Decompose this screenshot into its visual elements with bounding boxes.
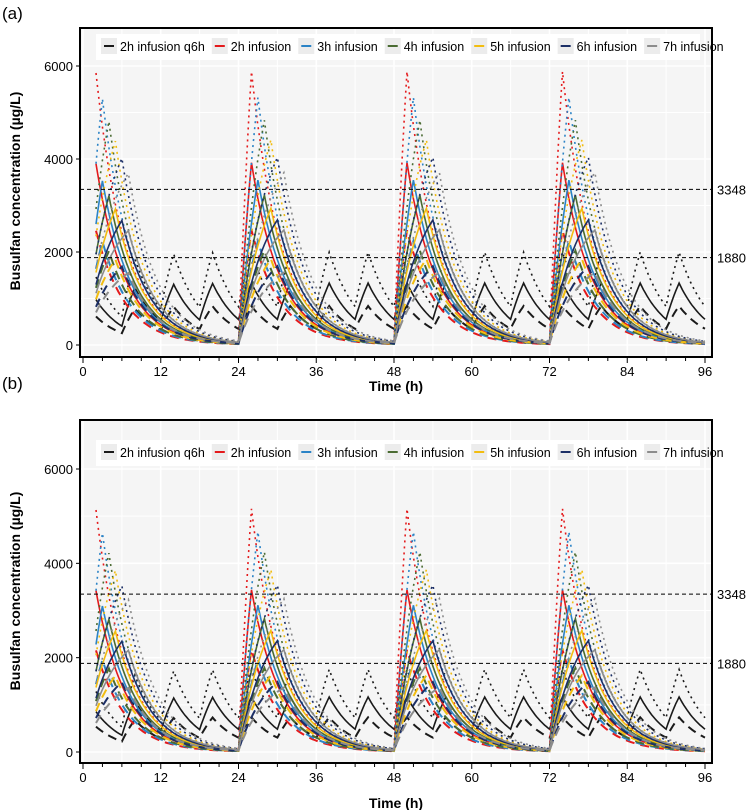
series-line-6h-infusion-median	[95, 638, 706, 751]
reference-line-label: 1880	[717, 656, 746, 671]
y-tick-label: 0	[66, 745, 73, 760]
series-line-5h-infusion-upper	[95, 569, 706, 751]
series-line-6h-infusion-lower	[95, 680, 706, 752]
x-tick-label: 60	[465, 364, 479, 379]
x-tick-label: 72	[542, 770, 556, 785]
series-line-7h-infusion-lower	[95, 271, 706, 345]
x-tick-label: 60	[465, 770, 479, 785]
legend-label: 6h infusion	[577, 40, 638, 54]
y-tick-label: 4000	[44, 556, 73, 571]
panel-a-x-axis-label: Time (h)	[368, 378, 424, 394]
legend-label: 5h infusion	[490, 40, 551, 54]
y-tick-label: 2000	[44, 245, 73, 260]
legend-label: 7h infusion	[663, 446, 724, 460]
series-line-6h-infusion-upper	[95, 154, 706, 343]
y-tick-label: 0	[66, 338, 73, 353]
legend-label: 3h infusion	[317, 446, 378, 460]
legend-label: 2h infusion	[231, 40, 292, 54]
series-line-3h-infusion-lower	[95, 237, 706, 346]
series-line-6h-infusion-upper	[95, 582, 706, 750]
reference-line-label: 3348	[717, 182, 746, 197]
panel-b-x-axis-label: Time (h)	[368, 795, 424, 810]
x-tick-label: 12	[154, 770, 168, 785]
legend-label: 3h infusion	[317, 40, 378, 54]
series-line-5h-infusion-lower	[95, 673, 705, 752]
reference-line-label: 1880	[717, 251, 746, 266]
legend-label: 6h infusion	[577, 446, 638, 460]
y-tick-label: 6000	[44, 462, 73, 477]
x-tick-label: 36	[309, 770, 323, 785]
y-tick-label: 6000	[44, 59, 73, 74]
x-tick-label: 12	[154, 364, 168, 379]
panel-a-label: (a)	[2, 4, 23, 23]
series-line-5h-infusion-median	[95, 628, 706, 751]
x-tick-label: 84	[620, 364, 634, 379]
x-tick-label: 96	[698, 770, 712, 785]
x-tick-label: 84	[620, 770, 634, 785]
x-tick-label: 0	[79, 364, 86, 379]
panel-a: 3348 1880 0 2000 4000 6000 0 12 24 36 48 60 72 84 96 2h…	[44, 27, 746, 379]
legend-label: 2h infusion q6h	[120, 446, 205, 460]
panel-b-label: (b)	[2, 374, 23, 393]
y-tick-label: 2000	[44, 651, 73, 666]
series-line-6h-infusion-median	[95, 217, 706, 344]
series-line-7h-infusion-upper	[95, 596, 706, 750]
series-line-7h-infusion-upper	[95, 170, 706, 342]
plot-frame	[79, 419, 713, 764]
legend-label: 4h infusion	[404, 446, 465, 460]
x-tick-label: 48	[387, 364, 401, 379]
x-tick-label: 36	[309, 364, 323, 379]
legend-label: 7h infusion	[663, 40, 724, 54]
x-tick-label: 24	[231, 770, 245, 785]
plot-frame	[79, 27, 713, 358]
panel-b: 3348 1880 0 2000 4000 6000 0 12 24 36 48 60 72 84 96 2h…	[44, 419, 746, 785]
y-tick-label: 4000	[44, 152, 73, 167]
legend-label: 2h infusion	[231, 446, 292, 460]
series-line-7h-infusion-lower	[95, 686, 706, 752]
x-tick-label: 0	[79, 770, 86, 785]
reference-line-label: 3348	[717, 587, 746, 602]
series-line-7h-infusion-median	[95, 648, 706, 751]
x-tick-label: 96	[698, 364, 712, 379]
x-tick-label: 48	[387, 770, 401, 785]
x-tick-label: 24	[231, 364, 245, 379]
series-line-5h-infusion-upper	[95, 139, 706, 343]
legend-label: 4h infusion	[404, 40, 465, 54]
x-tick-label: 72	[542, 364, 556, 379]
legend-label: 2h infusion q6h	[120, 40, 205, 54]
series-line-2h-infusion-q6h-lower	[95, 715, 706, 743]
legend-label: 5h infusion	[490, 446, 551, 460]
series-line-7h-infusion-median	[95, 228, 706, 344]
